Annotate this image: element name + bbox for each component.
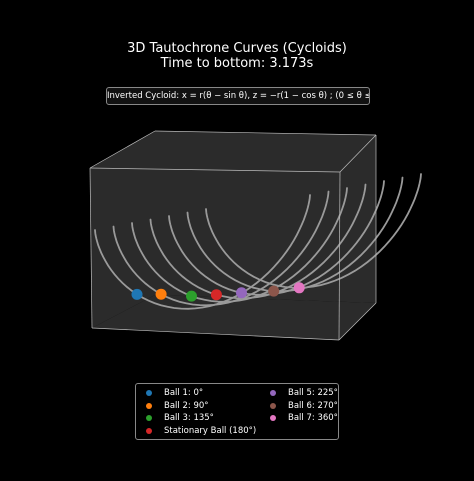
formula-annotation: Inverted Cycloid: x = r(θ − sin θ), z = … — [106, 87, 370, 105]
cycloid-curve-4 — [149, 183, 367, 300]
legend-label: Ball 5: 225° — [288, 388, 338, 398]
ball-4 — [210, 289, 222, 301]
cycloid-curve-1 — [94, 194, 311, 310]
ball-5 — [236, 287, 247, 299]
edge-front-right — [338, 171, 341, 341]
chart-subtitle: Time to bottom: 3.173s — [160, 56, 314, 71]
legend-label: Ball 6: 270° — [288, 400, 338, 411]
curve-group — [94, 173, 422, 310]
pane-left — [90, 131, 155, 328]
legend: Ball 1: 0° Ball 2: 90° Ball 3: 135° Station… — [135, 383, 339, 440]
legend-label: Ball 1: 0° — [164, 388, 204, 398]
ball-1 — [131, 288, 143, 300]
cycloid-curve-7 — [205, 173, 422, 289]
ball-2 — [155, 288, 167, 300]
ball-3 — [186, 290, 197, 302]
edge-top-left — [89, 130, 156, 169]
legend-marker — [146, 427, 152, 434]
ball-group — [131, 282, 305, 302]
ball-7 — [293, 282, 305, 294]
edge-bottom-front — [91, 327, 340, 341]
edge-top-front — [89, 167, 341, 173]
legend-marker — [270, 415, 276, 421]
edge-bottom-right — [338, 302, 377, 341]
ball-6 — [268, 285, 280, 297]
legend-marker — [270, 402, 276, 409]
legend-label: Ball 2: 90° — [164, 400, 209, 411]
chart-title: 3D Tautochrone Curves (Cycloids) — [127, 41, 347, 56]
pane-group — [90, 131, 376, 340]
edge-top-right — [339, 134, 377, 173]
legend-marker — [146, 402, 152, 409]
legend-marker — [270, 390, 276, 396]
legend-marker — [146, 415, 152, 421]
legend-marker — [146, 390, 152, 396]
box-edges — [89, 130, 377, 341]
legend-label: Stationary Ball (180°) — [164, 425, 257, 436]
edge-top-back — [154, 130, 377, 136]
legend-label: Ball 3: 135° — [164, 413, 214, 423]
edge-front-left — [89, 167, 93, 329]
cycloid-curve-3 — [131, 187, 348, 303]
legend-label: Ball 7: 360° — [288, 413, 338, 423]
cycloid-curve-2 — [112, 190, 330, 307]
